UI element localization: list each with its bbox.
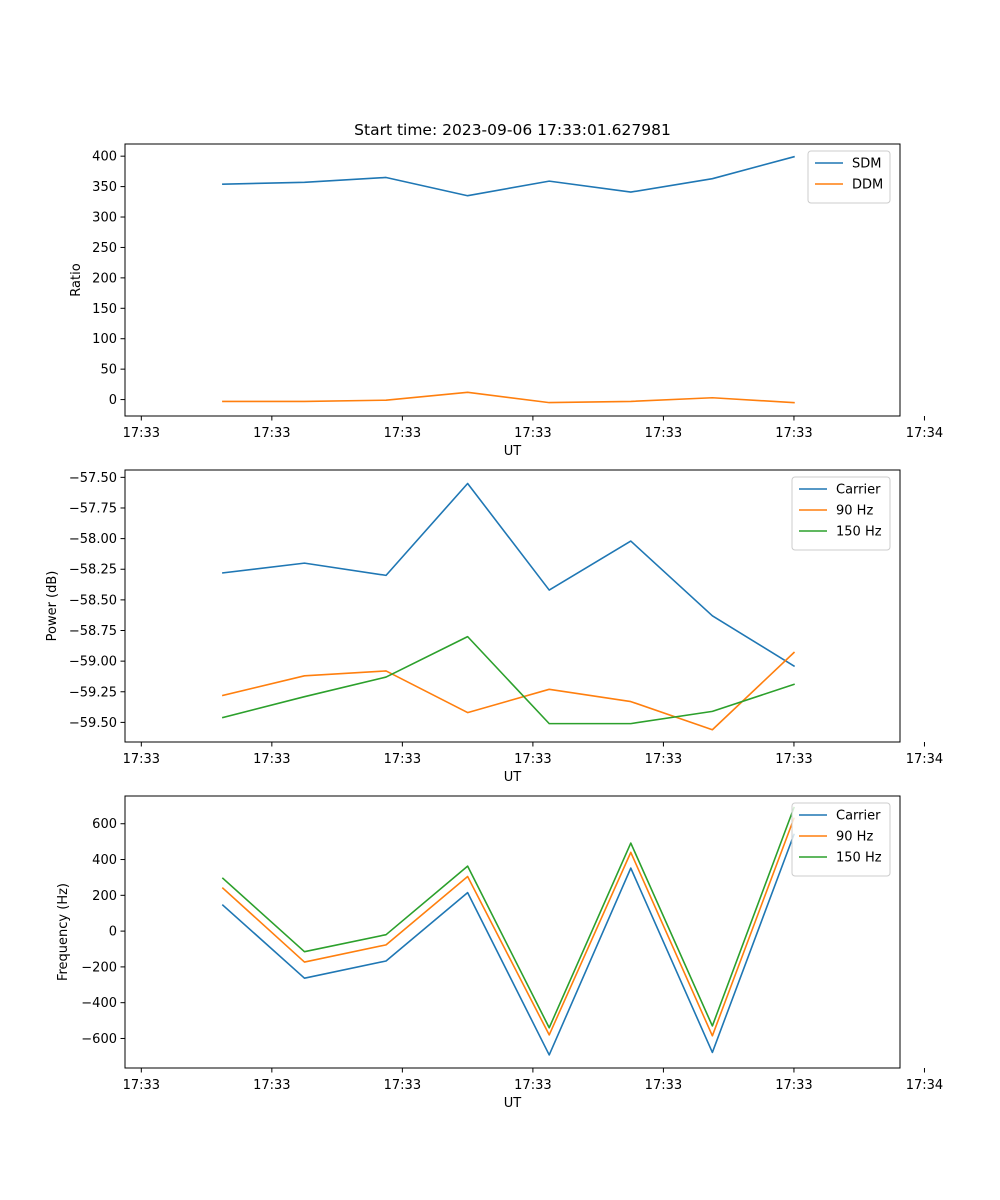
series-line-150-hz <box>221 635 795 725</box>
x-tick-label: 17:33 <box>775 426 812 441</box>
x-tick-label: 17:33 <box>645 752 682 767</box>
legend-label: SDM <box>852 157 881 172</box>
y-tick-label: 600 <box>92 817 117 832</box>
legend: Carrier 90 Hz 150 Hz <box>791 802 891 877</box>
x-tick-label: 17:33 <box>253 426 290 441</box>
y-tick-label: 50 <box>100 363 117 378</box>
y-tick-label: 300 <box>92 211 117 226</box>
legend-label: 90 Hz <box>836 504 873 519</box>
y-tick-label: −59.25 <box>69 685 117 700</box>
y-tick-label: −57.50 <box>69 471 117 486</box>
y-tick-label: −58.25 <box>69 563 117 578</box>
y-tick-label: −600 <box>81 1032 117 1047</box>
x-tick-label: 17:34 <box>906 426 943 441</box>
axes-frame <box>124 469 901 743</box>
y-tick-label: −400 <box>81 996 117 1011</box>
x-tick-label: 17:33 <box>384 752 421 767</box>
x-tick-label: 17:33 <box>775 1078 812 1093</box>
y-tick-label: 0 <box>109 393 117 408</box>
series-line-carrier <box>221 833 795 1056</box>
legend: Carrier 90 Hz 150 Hz <box>791 476 891 551</box>
y-tick-label: 250 <box>92 241 117 256</box>
chart-title: Start time: 2023-09-06 17:33:01.627981 <box>354 121 671 139</box>
series-line-ddm <box>222 391 795 404</box>
x-tick-label: 17:34 <box>906 752 943 767</box>
y-tick-label: 0 <box>109 925 117 940</box>
y-tick-label: −59.50 <box>69 716 117 731</box>
legend-label: 150 Hz <box>836 525 882 540</box>
x-tick-label: 17:33 <box>384 426 421 441</box>
x-tick-label: 17:33 <box>514 1078 551 1093</box>
x-axis-label: UT <box>504 770 522 785</box>
x-tick-label: 17:33 <box>514 752 551 767</box>
y-tick-label: 400 <box>92 150 117 165</box>
y-tick-label: −58.00 <box>69 532 117 547</box>
y-tick-label: 100 <box>92 332 117 347</box>
y-tick-label: −57.75 <box>69 501 117 516</box>
y-tick-label: 150 <box>92 302 117 317</box>
x-tick-label: 17:33 <box>775 752 812 767</box>
legend-label: DDM <box>852 178 883 193</box>
y-axis-label: Ratio <box>69 263 84 296</box>
x-tick-label: 17:33 <box>123 1078 160 1093</box>
y-tick-label: 400 <box>92 853 117 868</box>
chart-panel-2: 17:33 17:33 17:33 17:33 17:33 17:33 17:34 −57.5… <box>45 469 943 785</box>
series-line-150-hz <box>221 806 795 1029</box>
x-tick-label: 17:33 <box>384 1078 421 1093</box>
y-axis-label: Power (dB) <box>45 571 60 642</box>
x-tick-label: 17:34 <box>906 1078 943 1093</box>
legend: SDM DDM <box>807 150 891 204</box>
x-axis-label: UT <box>504 1096 522 1111</box>
series-line-90-hz <box>221 817 795 1037</box>
x-tick-label: 17:33 <box>253 752 290 767</box>
y-tick-label: 200 <box>92 271 117 286</box>
series-group <box>222 155 795 404</box>
chart-panel-3: 17:33 17:33 17:33 17:33 17:33 17:33 17:34 −600 −… <box>56 795 943 1111</box>
chart-panel-1: 17:33 17:33 17:33 17:33 17:33 17:33 17:34 0 50 10… <box>69 121 943 459</box>
series-line-sdm <box>222 155 795 197</box>
y-tick-label: −58.75 <box>69 624 117 639</box>
legend-box <box>807 150 891 204</box>
y-axis-label: Frequency (Hz) <box>56 883 71 981</box>
x-tick-label: 17:33 <box>253 1078 290 1093</box>
x-tick-label: 17:33 <box>514 426 551 441</box>
y-tick-label: −59.00 <box>69 655 117 670</box>
y-tick-label: 350 <box>92 180 117 195</box>
series-line-90-hz <box>221 651 796 731</box>
legend-label: Carrier <box>836 809 881 824</box>
axes-frame <box>124 143 901 417</box>
y-tick-label: 200 <box>92 889 117 904</box>
series-group <box>221 482 796 731</box>
series-line-carrier <box>222 482 796 668</box>
y-tick-label: −58.50 <box>69 593 117 608</box>
axes-frame <box>124 795 901 1069</box>
legend-label: 90 Hz <box>836 830 873 845</box>
x-tick-label: 17:33 <box>123 426 160 441</box>
legend-label: Carrier <box>836 483 881 498</box>
x-axis-label: UT <box>504 444 522 459</box>
y-tick-label: −200 <box>81 960 117 975</box>
x-tick-label: 17:33 <box>123 752 160 767</box>
series-group <box>221 806 795 1056</box>
x-tick-label: 17:33 <box>645 1078 682 1093</box>
x-tick-label: 17:33 <box>645 426 682 441</box>
legend-label: 150 Hz <box>836 851 882 866</box>
